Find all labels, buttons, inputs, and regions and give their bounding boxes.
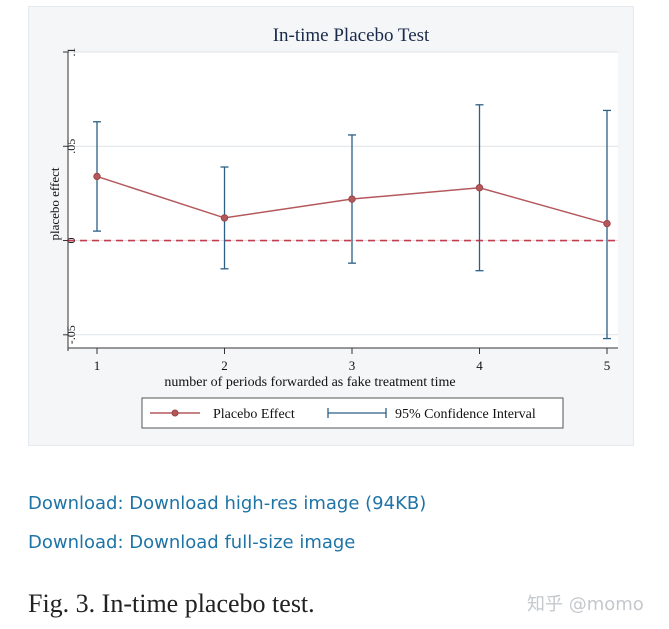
y-tick-label: .05 [64,139,78,154]
legend-point-swatch [171,409,179,417]
x-tick-label: 1 [94,358,101,373]
download-high-res-link[interactable]: Download: Download high-res image (94KB) [28,493,427,514]
y-tick-label: 0 [64,238,78,244]
watermark: 知乎 @momo [527,594,644,615]
placebo-effect-point [475,184,484,192]
y-tick-label: .1 [64,48,78,57]
legend-label-ci: 95% Confidence Interval [395,407,536,422]
placebo-effect-point [603,219,611,228]
legend-label-placebo: Placebo Effect [213,407,295,422]
download-full-size-link[interactable]: Download: Download full-size image [28,532,356,553]
x-tick-label: 3 [349,358,356,373]
placebo-chart: -.05 0 .05 .1 1 2 3 4 5 In-time Placebo Test pl… [47,25,618,429]
figure-caption: Fig. 3. In-time placebo test. [28,589,315,618]
placebo-effect-point [93,172,101,181]
legend: Placebo Effect 95% Confidence Interval [141,397,564,429]
x-tick-label: 2 [221,358,228,373]
x-tick-label: 5 [604,358,611,373]
x-axis-label: number of periods forwarded as fake trea… [164,375,455,390]
placebo-effect-point [348,195,356,203]
x-tick-label: 4 [476,358,483,373]
chart-title: In-time Placebo Test [273,25,430,46]
y-axis-label: placebo effect [47,167,62,240]
placebo-effect-point [220,214,229,222]
y-tick-label: -.05 [64,325,78,344]
